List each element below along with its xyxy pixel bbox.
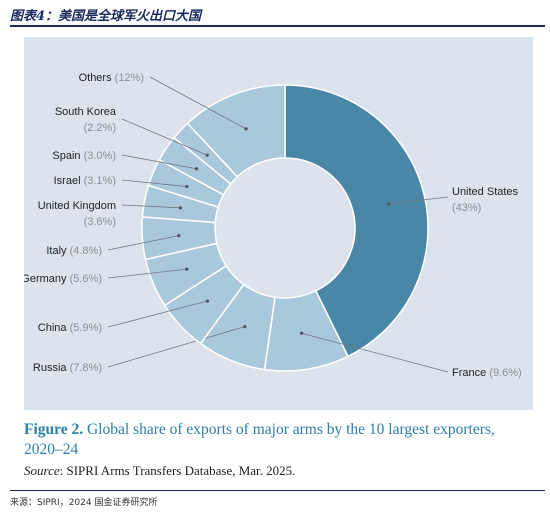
leader-dot bbox=[205, 299, 210, 303]
donut-slice-others bbox=[186, 84, 286, 178]
slice-label: Spain (3.0%) bbox=[52, 150, 116, 162]
slice-label: Italy (4.8%) bbox=[46, 245, 102, 257]
slice-label: Others (12%) bbox=[79, 72, 144, 84]
footer-source: 来源：SIPRI，2024 国金证券研究所 bbox=[10, 498, 158, 508]
slice-label: South Korea (2.2%) bbox=[55, 106, 117, 134]
slice-label: Israel (3.1%) bbox=[54, 175, 116, 187]
figure-source-text: : SIPRI Arms Transfers Database, Mar. 20… bbox=[59, 463, 296, 478]
leader-dot bbox=[244, 127, 248, 131]
page-title: 图表4：美国是全球军火出口大国 bbox=[10, 9, 202, 24]
leader-line bbox=[301, 332, 449, 373]
figure-caption-label: Figure 2. bbox=[24, 421, 84, 438]
leader-dot bbox=[243, 325, 247, 329]
leader-line bbox=[121, 154, 197, 170]
footer-divider bbox=[10, 490, 545, 491]
leader-dot bbox=[194, 167, 199, 171]
leader-dot bbox=[299, 331, 304, 335]
leader-dot bbox=[185, 267, 189, 271]
leader-line bbox=[107, 268, 187, 279]
leader-line bbox=[121, 204, 181, 209]
slice-label: Russia (7.8%) bbox=[33, 362, 102, 374]
slice-label: United States (43%) bbox=[452, 186, 519, 214]
donut-slice-united-states bbox=[284, 84, 429, 358]
figure-source: Source: SIPRI Arms Transfers Database, M… bbox=[24, 463, 295, 479]
leader-line bbox=[121, 118, 208, 156]
slice-label: China (5.9%) bbox=[38, 322, 102, 334]
slice-label: United Kingdom (3.6%) bbox=[38, 200, 116, 228]
figure-caption-text: Global share of exports of major arms by… bbox=[24, 421, 495, 458]
slice-label: Germany (5.6%) bbox=[24, 273, 102, 285]
slice-label: France (9.6%) bbox=[452, 367, 522, 379]
leader-line bbox=[107, 235, 179, 251]
figure-caption: Figure 2. Global share of exports of maj… bbox=[24, 420, 534, 460]
leader-dot bbox=[178, 206, 183, 210]
leader-dot bbox=[185, 184, 189, 189]
leader-line bbox=[107, 300, 208, 328]
donut-chart: United States (43%) France (9.6%) Russia (7… bbox=[24, 72, 522, 379]
leader-line bbox=[107, 326, 245, 368]
leader-dot bbox=[205, 153, 209, 157]
leader-line bbox=[121, 179, 187, 187]
leader-dot bbox=[177, 234, 181, 238]
figure-source-label: Source bbox=[24, 463, 60, 478]
leader-line bbox=[149, 76, 247, 130]
header-divider bbox=[10, 25, 545, 27]
leader-dot bbox=[387, 202, 391, 206]
leader-line bbox=[388, 196, 449, 205]
